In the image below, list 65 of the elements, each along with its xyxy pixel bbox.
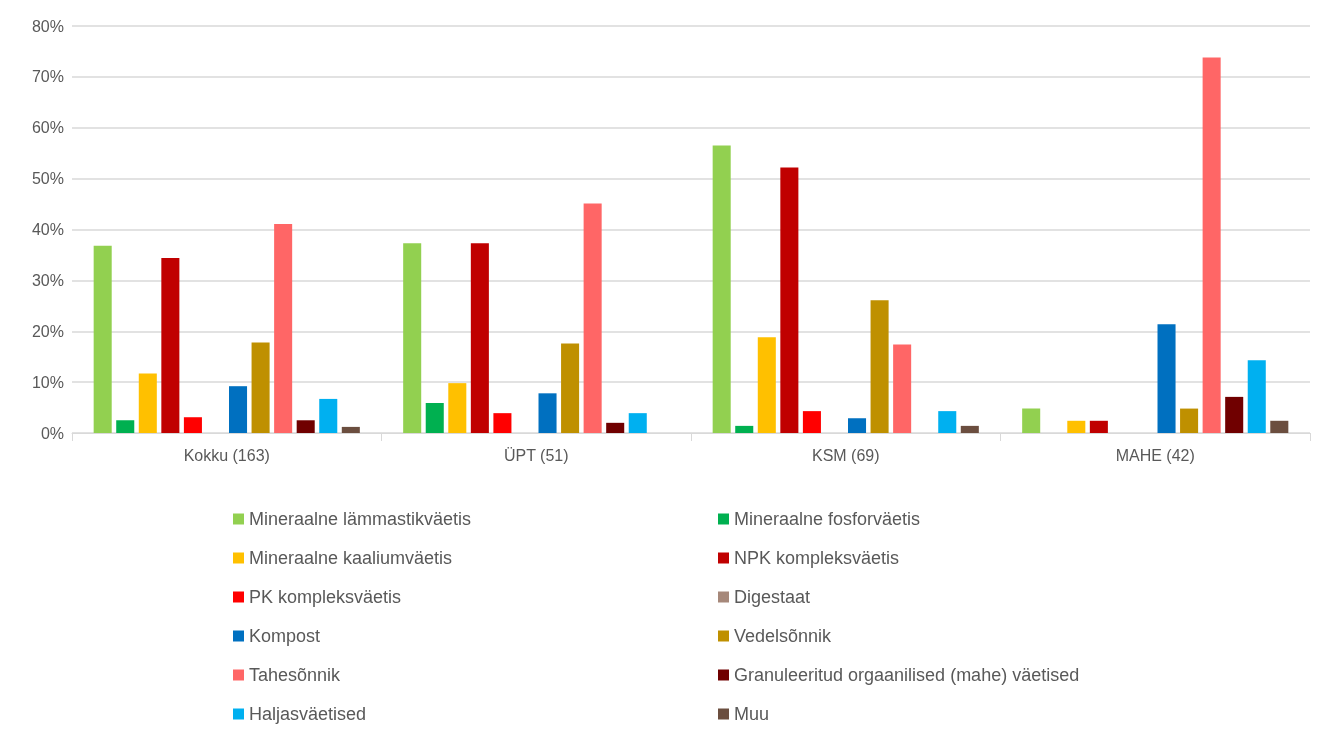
y-tick-label: 50% xyxy=(31,170,64,188)
x-tick-label: Kokku (163) xyxy=(183,446,270,464)
bar xyxy=(712,145,731,433)
bar xyxy=(628,413,647,433)
bar xyxy=(1225,396,1244,433)
bar xyxy=(893,344,912,433)
bar xyxy=(848,418,867,433)
bar xyxy=(341,426,360,433)
y-tick-label: 40% xyxy=(31,221,64,238)
bar xyxy=(1089,420,1108,433)
bar xyxy=(183,417,202,433)
bar xyxy=(1157,324,1176,433)
y-tick-label: 80% xyxy=(31,17,64,35)
y-tick-label: 70% xyxy=(31,68,64,86)
bar xyxy=(493,413,512,433)
bar xyxy=(448,383,467,433)
bar xyxy=(606,422,625,433)
bar xyxy=(93,245,112,433)
x-tick-label: ÜPT (51) xyxy=(503,446,569,464)
bar xyxy=(425,402,444,433)
bar xyxy=(561,343,580,433)
y-tick-label: 30% xyxy=(31,271,64,289)
bar xyxy=(116,420,135,433)
bar xyxy=(274,223,293,433)
bar xyxy=(757,337,776,433)
bar xyxy=(780,167,799,433)
legend-label: Vedelsõnnik xyxy=(734,626,833,646)
x-tick-label: MAHE (42) xyxy=(1115,446,1195,464)
legend-label: Haljasväetised xyxy=(249,704,367,724)
legend-label: PK kompleksväetis xyxy=(249,587,402,607)
bar xyxy=(870,300,889,433)
bar xyxy=(1247,360,1266,433)
legend-label: Mineraalne kaaliumväetis xyxy=(249,548,453,568)
legend-label: Digestaat xyxy=(734,587,811,607)
legend-label: NPK kompleksväetis xyxy=(734,548,900,568)
legend-label: Granuleeritud orgaanilised (mahe) väetised xyxy=(734,665,1080,685)
bar xyxy=(1270,420,1289,433)
y-tick-label: 0% xyxy=(40,424,64,442)
legend-label: Kompost xyxy=(249,626,321,646)
y-tick-label: 10% xyxy=(31,373,64,391)
bar xyxy=(296,420,315,433)
bar xyxy=(938,411,957,433)
bar xyxy=(251,342,270,433)
bar xyxy=(1022,408,1041,433)
bar xyxy=(1202,57,1221,433)
bar xyxy=(1180,408,1199,433)
bar xyxy=(161,257,180,433)
bar xyxy=(229,386,248,433)
legend-label: Tahesõnnik xyxy=(249,665,342,685)
bar xyxy=(735,425,754,433)
y-tick-label: 60% xyxy=(31,119,64,137)
bar xyxy=(538,393,557,433)
y-tick-label: 20% xyxy=(31,322,64,340)
bar xyxy=(802,411,821,433)
legend-label: Mineraalne lämmastikväetis xyxy=(249,509,472,529)
bar xyxy=(138,373,157,433)
bar xyxy=(470,243,489,433)
legend-label: Mineraalne fosforväetis xyxy=(734,509,921,529)
bar xyxy=(319,398,338,433)
bar xyxy=(583,203,602,433)
bar xyxy=(403,243,422,433)
legend-label: Muu xyxy=(734,704,770,724)
bar xyxy=(1067,420,1086,433)
x-tick-label: KSM (69) xyxy=(811,446,880,464)
bar xyxy=(960,425,979,433)
